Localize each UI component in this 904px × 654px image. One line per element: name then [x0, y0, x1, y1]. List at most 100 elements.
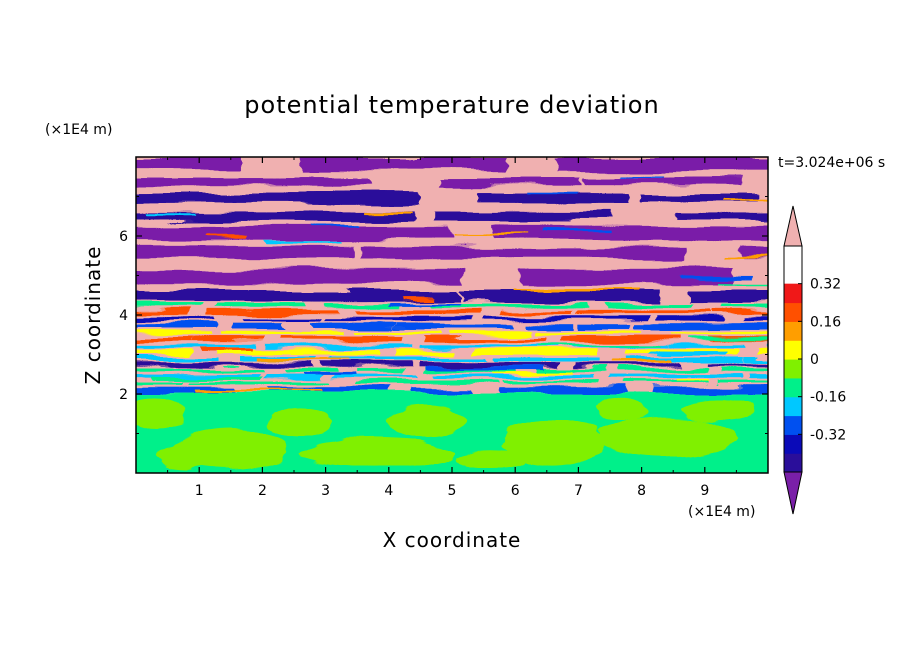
field-region: [354, 367, 405, 372]
field-region: [654, 316, 725, 321]
colorbar-segment: [784, 359, 802, 379]
field-region: [452, 449, 528, 470]
field-region: [720, 367, 768, 372]
colorbar-tick-label: 0.16: [810, 314, 841, 330]
field-region: [726, 199, 768, 202]
field-region: [675, 211, 768, 221]
field-region: [722, 255, 768, 259]
field-region: [243, 316, 322, 321]
field-region: [749, 374, 768, 379]
field-region: [560, 337, 682, 342]
field-region: [490, 370, 574, 374]
field-region: [485, 316, 648, 321]
field-region: [136, 316, 215, 321]
field-region: [499, 387, 627, 393]
field-region: [679, 397, 756, 422]
field-region: [605, 303, 695, 308]
field-region: [742, 316, 768, 321]
field-region: [402, 297, 434, 301]
colorbar-segment: [784, 377, 802, 398]
field-region: [665, 344, 745, 349]
field-region: [136, 331, 211, 335]
field-region: [689, 338, 768, 341]
field-region: [440, 140, 546, 152]
field-region: [136, 323, 216, 329]
chart-title: potential temperature deviation: [244, 91, 659, 119]
colorbar: 0.32 0.16 0 -0.16 -0.32: [783, 205, 846, 515]
field-region: [266, 387, 391, 393]
y-unit-label: (×1E4 m): [45, 122, 112, 138]
field-region: [323, 303, 402, 308]
field-region: [302, 371, 355, 375]
field-region: [136, 344, 257, 349]
field-region: [625, 349, 736, 356]
field-region: [495, 356, 600, 362]
field-region: [504, 381, 602, 385]
field-region: [521, 268, 735, 285]
field-region: [284, 367, 337, 372]
colorbar-tick-label: 0.32: [810, 277, 841, 293]
field-region: [722, 303, 768, 308]
field-region: [597, 397, 648, 422]
field-region: [300, 439, 452, 468]
field-region: [230, 323, 286, 329]
y-tick-label: 6: [119, 229, 128, 245]
field-region: [151, 376, 263, 380]
field-region: [207, 310, 338, 315]
field-region: [239, 362, 314, 367]
x-tick-label: 8: [637, 483, 646, 499]
colorbar-max-extension: [783, 205, 803, 247]
field-region: [743, 356, 768, 362]
field-region: [501, 310, 574, 315]
field-region: [533, 331, 641, 335]
field-region: [543, 228, 611, 232]
field-region: [426, 367, 515, 372]
field-region: [624, 381, 709, 385]
field-region: [154, 445, 219, 470]
field-region: [757, 349, 768, 356]
field-region: [609, 374, 743, 379]
time-label: t=3.024e+06 s: [778, 155, 885, 171]
field-region: [255, 358, 352, 362]
field-region: [136, 367, 262, 372]
colorbar-segment: [784, 453, 802, 473]
field-region: [136, 157, 241, 171]
colorbar-tick-label: 0: [810, 352, 819, 368]
field-region: [627, 356, 743, 362]
field-region: [359, 246, 685, 259]
field-region: [426, 366, 545, 369]
x-tick-label: 7: [574, 483, 583, 499]
field-region: [652, 387, 768, 393]
field-region: [354, 310, 481, 315]
field-region: [411, 387, 472, 393]
x-tick-label: 3: [321, 483, 330, 499]
field-region: [280, 337, 401, 342]
field-region: [389, 302, 459, 305]
field-region: [207, 236, 249, 239]
field-region: [268, 407, 332, 436]
field-region: [536, 367, 607, 372]
field-region: [308, 225, 361, 229]
colorbar-segment: [784, 321, 802, 341]
x-tick-label: 4: [384, 483, 393, 499]
colorbar-tick-label: -0.16: [810, 390, 846, 406]
field-region: [356, 331, 443, 335]
field-region: [648, 353, 724, 356]
field-region: [117, 140, 408, 152]
field-region: [136, 246, 354, 259]
field-region: [719, 281, 768, 285]
colorbar-segment: [784, 434, 802, 454]
x-tick-label: 5: [448, 483, 457, 499]
field-region: [438, 178, 581, 186]
field-region: [395, 323, 511, 329]
field-region: [785, 269, 904, 284]
field-region: [619, 175, 664, 178]
field-region: [322, 362, 414, 367]
field-region: [324, 316, 475, 321]
field-region: [527, 192, 580, 196]
field-region: [420, 362, 560, 367]
field-region: [492, 225, 768, 241]
field-region: [136, 211, 414, 221]
field-region: [266, 240, 341, 243]
field-region: [477, 193, 630, 203]
